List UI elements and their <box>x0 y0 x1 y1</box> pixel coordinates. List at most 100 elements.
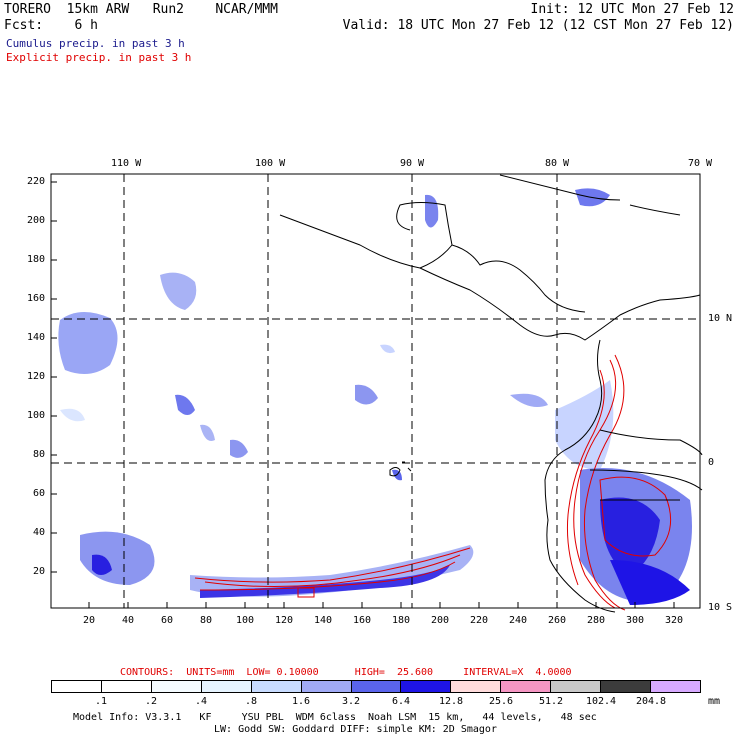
y-tick-label: 100 <box>27 410 46 421</box>
colorbar-label: 25.6 <box>488 696 514 707</box>
colorbar-swatch <box>201 681 252 692</box>
cuba-island <box>499 174 621 201</box>
explicit-precip-contours <box>194 354 672 611</box>
colorbar-label: 12.8 <box>438 696 464 707</box>
axis-ticks <box>51 181 675 608</box>
y-tick-label: 220 <box>27 176 46 187</box>
mexico-coast <box>279 202 453 269</box>
contour-east-cluster <box>599 476 672 557</box>
contour-south-band <box>194 547 471 591</box>
colorbar-swatch <box>451 681 502 692</box>
y-tick-label: 80 <box>33 449 46 460</box>
precip-shading <box>58 188 692 605</box>
y-tick-label: 180 <box>27 254 46 265</box>
lon-label-100w: 100 W <box>255 158 286 169</box>
colorbar-swatch <box>401 681 452 692</box>
south-america-borders <box>589 429 703 501</box>
central-america-coast <box>419 267 701 341</box>
init-time: Init: 12 UTC Mon 27 Feb 12 <box>530 2 735 17</box>
legend-explicit: Explicit precip. in past 3 h <box>6 51 192 64</box>
x-tick-label: 100 <box>236 615 255 626</box>
colorbar-swatch <box>151 681 202 692</box>
yucatan-coast <box>451 244 586 313</box>
x-tick-label: 300 <box>626 615 645 626</box>
x-tick-label: 180 <box>392 615 411 626</box>
precip-area-central <box>355 384 378 405</box>
colorbar-label: .4 <box>194 696 208 707</box>
colorbar-label: 1.6 <box>291 696 311 707</box>
colorbar-label: 102.4 <box>585 696 617 707</box>
precip-area-scattered-1 <box>380 344 395 354</box>
contour-coast-band-3 <box>566 369 605 586</box>
south-america-coast <box>544 339 616 613</box>
caribbean-islands <box>629 204 681 216</box>
y-tick-label: 20 <box>33 566 46 577</box>
lat-label-0: 0 <box>708 457 715 468</box>
precip-area-west-2 <box>230 439 248 458</box>
colorbar-swatch <box>101 681 152 692</box>
x-tick-label: 60 <box>161 615 174 626</box>
colorbar-swatch <box>601 681 652 692</box>
colorbar <box>51 680 701 693</box>
colorbar-swatch <box>501 681 552 692</box>
model-physics: LW: Godd SW: Goddard DIFF: simple KM: 2D… <box>214 724 497 735</box>
grid-lines <box>51 174 700 608</box>
valid-time: Valid: 18 UTC Mon 27 Feb 12 (12 CST Mon … <box>342 18 734 33</box>
y-tick-label: 160 <box>27 293 46 304</box>
contour-info: CONTOURS: UNITS=mm LOW= 0.10000 HIGH= 25… <box>120 667 572 678</box>
colorbar-swatch <box>651 681 700 692</box>
lat-label-10s: 10 S <box>708 602 733 613</box>
coastlines <box>279 174 703 613</box>
precip-area-south-band <box>190 545 474 597</box>
y-tick-label: 40 <box>33 527 46 538</box>
x-tick-label: 240 <box>509 615 528 626</box>
y-tick-label: 140 <box>27 332 46 343</box>
x-tick-label: 200 <box>431 615 450 626</box>
lon-label-110w: 110 W <box>111 158 142 169</box>
colorbar-label: .8 <box>244 696 258 707</box>
contour-marker <box>297 587 315 598</box>
colorbar-label: .1 <box>94 696 108 707</box>
lat-label-10n: 10 N <box>708 313 733 324</box>
precip-area-gulf <box>425 194 439 228</box>
lon-label-80w: 80 W <box>545 158 570 169</box>
y-tick-label: 60 <box>33 488 46 499</box>
x-tick-label: 160 <box>353 615 372 626</box>
colorbar-label: 3.2 <box>341 696 361 707</box>
x-tick-label: 120 <box>275 615 294 626</box>
forecast-hour: Fcst: 6 h <box>4 18 98 33</box>
precip-area-west-3 <box>200 424 215 441</box>
title-left: TORERO 15km ARW Run2 NCAR/MMM <box>4 2 278 17</box>
contour-coast-band <box>573 359 617 609</box>
y-tick-label: 120 <box>27 371 46 382</box>
precip-area-south-band-core <box>200 565 450 598</box>
colorbar-swatch <box>351 681 402 692</box>
precip-area-southwest <box>80 531 155 585</box>
x-tick-label: 80 <box>200 615 213 626</box>
x-tick-label: 220 <box>470 615 489 626</box>
precip-area-northwest <box>58 311 118 374</box>
precip-area-scattered-3 <box>510 393 548 408</box>
map-frame <box>50 173 701 609</box>
x-tick-label: 20 <box>83 615 96 626</box>
colorbar-swatch <box>251 681 302 692</box>
model-info: Model Info: V3.3.1 KF YSU PBL WDM 6class… <box>73 712 597 723</box>
x-tick-label: 320 <box>665 615 684 626</box>
precip-area-east-3 <box>610 560 690 605</box>
lon-label-90w: 90 W <box>400 158 425 169</box>
colorbar-swatch <box>52 681 102 692</box>
contour-coast-band-2 <box>583 354 626 611</box>
precip-area-southwest-core <box>92 554 112 575</box>
precip-area-west <box>175 394 195 415</box>
x-tick-label: 140 <box>314 615 333 626</box>
colorbar-swatch <box>301 681 352 692</box>
colorbar-swatch <box>551 681 602 692</box>
x-tick-label: 40 <box>122 615 135 626</box>
y-tick-label: 200 <box>27 215 46 226</box>
x-tick-label: 260 <box>548 615 567 626</box>
colorbar-label: .2 <box>144 696 158 707</box>
lon-label-70w: 70 W <box>688 158 713 169</box>
legend-cumulus: Cumulus precip. in past 3 h <box>6 37 185 50</box>
colorbar-label: 6.4 <box>391 696 411 707</box>
